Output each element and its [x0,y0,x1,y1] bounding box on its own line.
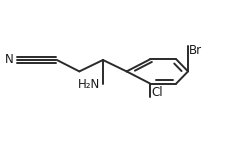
Text: Cl: Cl [151,86,163,99]
Text: H₂N: H₂N [78,78,101,91]
Text: Br: Br [189,44,202,57]
Text: N: N [5,53,13,66]
